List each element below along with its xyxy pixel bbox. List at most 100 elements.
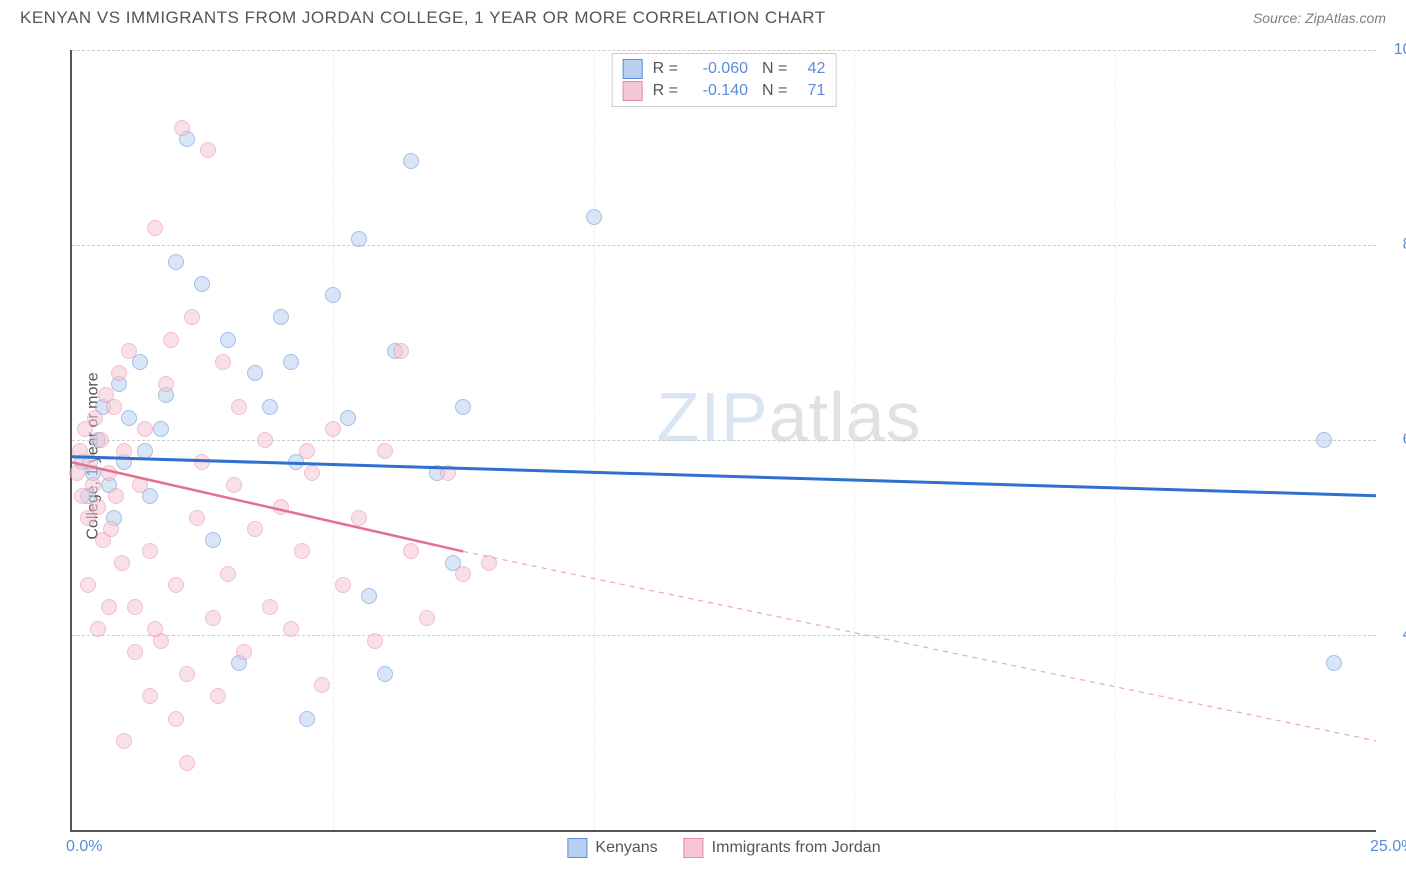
vgridline xyxy=(854,50,855,830)
data-point xyxy=(168,577,184,593)
data-point xyxy=(299,443,315,459)
data-point xyxy=(215,354,231,370)
swatch-icon xyxy=(623,59,643,79)
data-point xyxy=(351,510,367,526)
y-tick-label: 47.5% xyxy=(1378,626,1406,644)
watermark: ZIPatlas xyxy=(657,377,922,457)
correlation-legend: R = -0.060 N = 42 R = -0.140 N = 71 xyxy=(612,53,837,107)
data-point xyxy=(111,365,127,381)
data-point xyxy=(262,399,278,415)
swatch-icon xyxy=(623,81,643,101)
data-point xyxy=(247,521,263,537)
data-point xyxy=(304,465,320,481)
y-tick-label: 65.0% xyxy=(1378,431,1406,449)
data-point xyxy=(194,454,210,470)
data-point xyxy=(226,477,242,493)
n-value: 42 xyxy=(797,60,825,78)
data-point xyxy=(184,309,200,325)
n-value: 71 xyxy=(797,82,825,100)
data-point xyxy=(325,421,341,437)
data-point xyxy=(87,410,103,426)
data-point xyxy=(1326,655,1342,671)
r-value: -0.060 xyxy=(688,60,748,78)
r-label: R = xyxy=(653,60,678,78)
data-point xyxy=(257,432,273,448)
data-point xyxy=(82,454,98,470)
data-point xyxy=(179,755,195,771)
data-point xyxy=(455,399,471,415)
data-point xyxy=(403,543,419,559)
data-point xyxy=(127,644,143,660)
data-point xyxy=(220,332,236,348)
legend-label: Kenyans xyxy=(595,839,657,857)
data-point xyxy=(114,555,130,571)
data-point xyxy=(325,287,341,303)
data-point xyxy=(1316,432,1332,448)
watermark-atlas: atlas xyxy=(769,378,922,456)
data-point xyxy=(121,410,137,426)
data-point xyxy=(132,477,148,493)
data-point xyxy=(163,332,179,348)
data-point xyxy=(80,577,96,593)
data-point xyxy=(137,443,153,459)
data-point xyxy=(262,599,278,615)
data-point xyxy=(247,365,263,381)
data-point xyxy=(189,510,205,526)
data-point xyxy=(137,421,153,437)
data-point xyxy=(85,477,101,493)
data-point xyxy=(481,555,497,571)
legend-row-kenyans: R = -0.060 N = 42 xyxy=(623,58,826,80)
data-point xyxy=(393,343,409,359)
data-point xyxy=(121,343,137,359)
legend-item-kenyans: Kenyans xyxy=(567,838,657,858)
data-point xyxy=(367,633,383,649)
data-point xyxy=(147,621,163,637)
source-label: Source: ZipAtlas.com xyxy=(1253,10,1386,26)
data-point xyxy=(194,276,210,292)
legend-item-jordan: Immigrants from Jordan xyxy=(684,838,881,858)
data-point xyxy=(283,354,299,370)
data-point xyxy=(168,254,184,270)
data-point xyxy=(179,666,195,682)
gridline xyxy=(72,50,1376,51)
data-point xyxy=(127,599,143,615)
header: KENYAN VS IMMIGRANTS FROM JORDAN COLLEGE… xyxy=(0,0,1406,32)
y-tick-label: 100.0% xyxy=(1378,41,1406,59)
swatch-icon xyxy=(567,838,587,858)
y-tick-label: 82.5% xyxy=(1378,236,1406,254)
data-point xyxy=(147,220,163,236)
plot-area: R = -0.060 N = 42 R = -0.140 N = 71 ZIPa… xyxy=(70,50,1376,832)
data-point xyxy=(205,532,221,548)
data-point xyxy=(440,465,456,481)
x-tick-label: 0.0% xyxy=(66,838,102,856)
series-legend: Kenyans Immigrants from Jordan xyxy=(567,838,880,858)
data-point xyxy=(101,465,117,481)
data-point xyxy=(377,666,393,682)
data-point xyxy=(377,443,393,459)
data-point xyxy=(273,309,289,325)
r-label: R = xyxy=(653,82,678,100)
data-point xyxy=(335,577,351,593)
data-point xyxy=(174,120,190,136)
data-point xyxy=(205,610,221,626)
data-point xyxy=(142,543,158,559)
data-point xyxy=(106,399,122,415)
data-point xyxy=(361,588,377,604)
swatch-icon xyxy=(684,838,704,858)
data-point xyxy=(273,499,289,515)
gridline xyxy=(72,635,1376,636)
data-point xyxy=(283,621,299,637)
chart-title: KENYAN VS IMMIGRANTS FROM JORDAN COLLEGE… xyxy=(20,8,826,28)
data-point xyxy=(108,488,124,504)
chart-container: College, 1 year or more R = -0.060 N = 4… xyxy=(20,40,1386,872)
n-label: N = xyxy=(762,60,787,78)
data-point xyxy=(101,599,117,615)
data-point xyxy=(351,231,367,247)
data-point xyxy=(168,711,184,727)
legend-label: Immigrants from Jordan xyxy=(712,839,881,857)
data-point xyxy=(236,644,252,660)
data-point xyxy=(90,499,106,515)
r-value: -0.140 xyxy=(688,82,748,100)
watermark-zip: ZIP xyxy=(657,378,769,456)
data-point xyxy=(90,621,106,637)
